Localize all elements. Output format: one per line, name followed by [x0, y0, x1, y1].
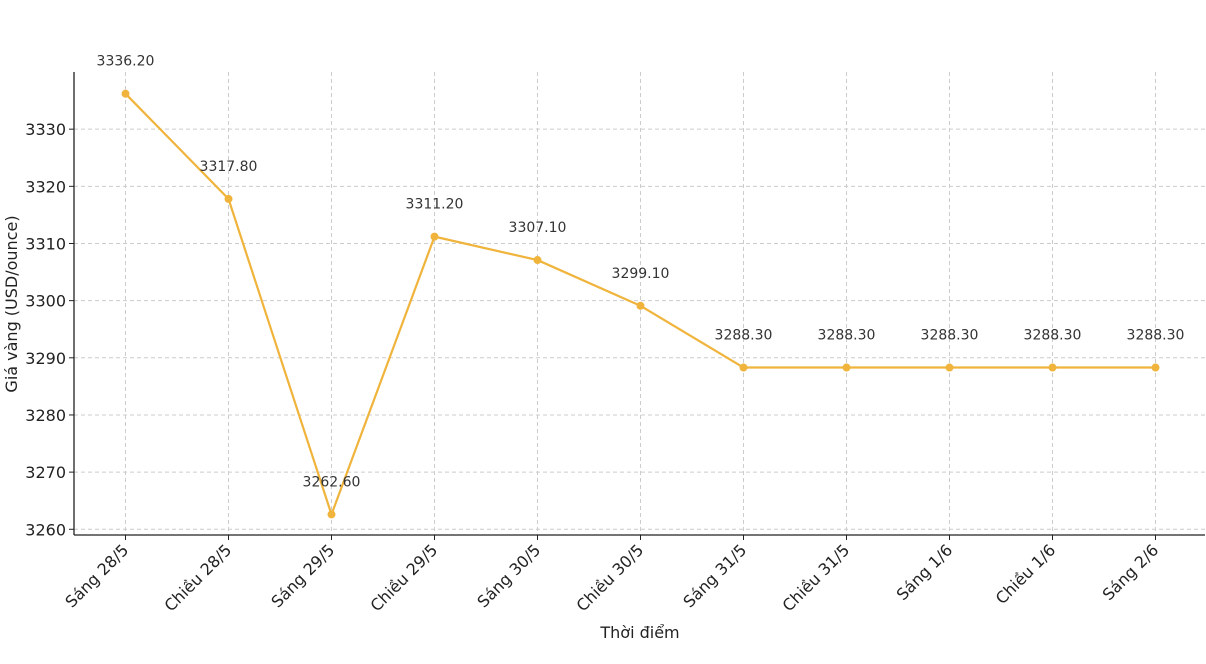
- x-tick-label: Chiều 30/5: [573, 540, 648, 615]
- data-label: 3336.20: [97, 54, 155, 70]
- data-point[interactable]: [533, 256, 542, 265]
- labels: 3336.20 3317.80 3262.60 3311.20 3307.10 3299.…: [97, 54, 1185, 491]
- data-point[interactable]: [739, 363, 748, 372]
- y-tick-label: 3290: [25, 349, 66, 368]
- x-axis-title: Thời điểm: [599, 623, 679, 642]
- data-label: 3262.60: [303, 474, 361, 490]
- y-tick-label: 3330: [25, 120, 66, 139]
- data-point[interactable]: [430, 232, 439, 241]
- x-tick-label: Sáng 2/6: [1099, 540, 1163, 604]
- x-tick-label: Sáng 1/6: [893, 540, 957, 604]
- data-label: 3311.20: [406, 197, 464, 213]
- x-tick-label: Sáng 29/5: [267, 540, 338, 611]
- x-tick-label: Chiều 1/6: [992, 540, 1060, 608]
- data-point[interactable]: [945, 363, 954, 372]
- data-label: 3288.30: [921, 328, 979, 344]
- data-point[interactable]: [636, 301, 645, 310]
- data-point[interactable]: [1151, 363, 1160, 372]
- y-tick-label: 3310: [25, 234, 66, 253]
- data-label: 3288.30: [715, 328, 773, 344]
- x-tick-label: Chiều 28/5: [161, 540, 236, 615]
- y-axis-title: Giá vàng (USD/ounce): [2, 215, 21, 392]
- y-tick-label: 3320: [25, 177, 66, 196]
- data-point[interactable]: [121, 89, 130, 98]
- data-label: 3288.30: [1024, 328, 1082, 344]
- data-point[interactable]: [1048, 363, 1057, 372]
- x-tick-label: Sáng 31/5: [679, 540, 750, 611]
- series-layer: [121, 89, 1160, 519]
- data-label: 3288.30: [818, 328, 876, 344]
- y-tick-label: 3300: [25, 292, 66, 311]
- data-point[interactable]: [842, 363, 851, 372]
- data-point[interactable]: [224, 194, 233, 203]
- y-tick-label: 3280: [25, 406, 66, 425]
- x-tick-label: Sáng 30/5: [473, 540, 544, 611]
- x-tick-label: Chiều 29/5: [367, 540, 442, 615]
- y-tick-label: 3260: [25, 520, 66, 539]
- axes: 3260 3270 3280 3290 3300 3310 3320 3330 Sáng 28/…: [25, 72, 1205, 615]
- data-label: 3307.10: [509, 220, 567, 236]
- data-label: 3288.30: [1127, 328, 1185, 344]
- data-point[interactable]: [327, 510, 336, 519]
- x-tick-label: Chiều 31/5: [779, 540, 854, 615]
- y-tick-label: 3270: [25, 463, 66, 482]
- data-label: 3317.80: [200, 159, 258, 175]
- data-label: 3299.10: [612, 266, 670, 282]
- x-tick-label: Sáng 28/5: [61, 540, 132, 611]
